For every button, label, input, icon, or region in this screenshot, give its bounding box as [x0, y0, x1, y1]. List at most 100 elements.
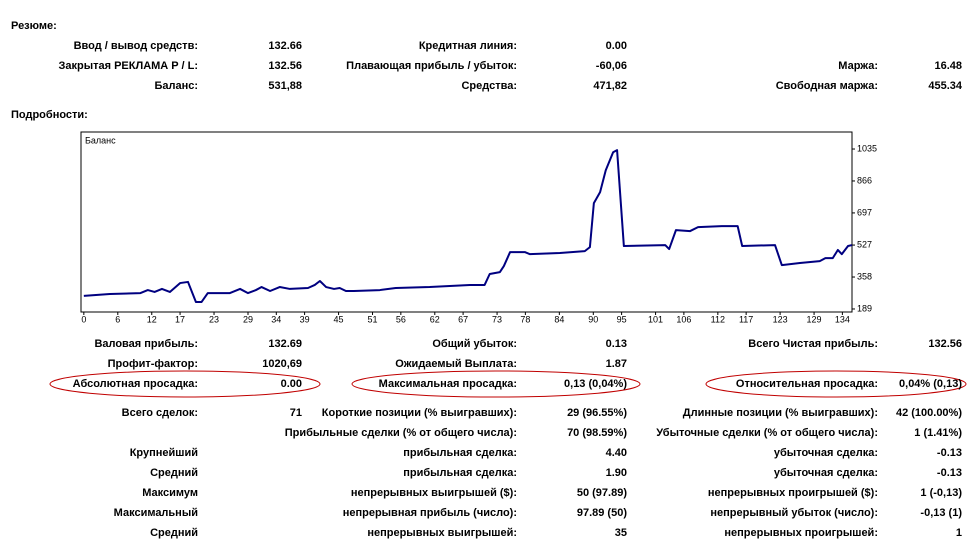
x-tick-label: 90 — [588, 314, 598, 324]
field-label: Плавающая прибыль / убыток: — [346, 60, 517, 72]
field-value: 132.56 — [928, 338, 962, 350]
field-label: Средний — [150, 467, 198, 479]
x-tick-label: 29 — [243, 314, 253, 324]
y-tick-label: 697 — [857, 207, 872, 217]
field-label: Относительная просадка: — [736, 378, 878, 390]
field-label: непрерывный убыток (число): — [710, 507, 878, 519]
field-value: 42 (100.00%) — [896, 407, 962, 419]
x-tick-label: 12 — [147, 314, 157, 324]
field-value: 132.66 — [268, 40, 302, 52]
field-value: 1 (-0,13) — [920, 487, 962, 499]
field-label: Максимальная просадка: — [379, 378, 517, 390]
x-tick-label: 123 — [773, 314, 788, 324]
field-label: непрерывная прибыль (число): — [343, 507, 517, 519]
field-value: 4.40 — [606, 447, 627, 459]
x-tick-label: 112 — [711, 314, 725, 324]
balance-line — [83, 149, 853, 303]
x-tick-label: 67 — [458, 314, 468, 324]
field-value: 0.00 — [281, 378, 302, 390]
field-value: 50 (97.89) — [577, 487, 627, 499]
field-label: Короткие позиции (% выигравших): — [322, 407, 517, 419]
field-label: Абсолютная просадка: — [73, 378, 198, 390]
field-label: Кредитная линия: — [419, 40, 517, 52]
field-value: 455.34 — [928, 80, 963, 92]
x-tick-label: 34 — [271, 314, 281, 324]
field-value: 35 — [615, 527, 627, 539]
field-label: Маржа: — [838, 60, 878, 72]
field-value: 1020,69 — [262, 358, 302, 370]
field-value: -0,13 (1) — [920, 507, 962, 519]
highlight — [705, 370, 967, 398]
x-tick-label: 39 — [300, 314, 310, 324]
field-label: Ожидаемый Выплата: — [395, 358, 517, 370]
field-value: 0.00 — [606, 40, 627, 52]
x-tick-label: 6 — [115, 314, 120, 324]
x-tick-label: 73 — [492, 314, 502, 324]
field-label: Прибыльные сделки (% от общего числа): — [285, 427, 517, 439]
x-tick-label: 95 — [617, 314, 627, 324]
field-label: убыточная сделка: — [774, 467, 878, 479]
field-label: прибыльная сделка: — [403, 467, 517, 479]
chart-title: Баланс — [85, 135, 116, 145]
field-label: Ввод / вывод средств: — [74, 40, 198, 52]
y-tick-label: 1035 — [857, 143, 877, 153]
field-label: Профит-фактор: — [108, 358, 198, 370]
field-value: 29 (96.55%) — [567, 407, 627, 419]
field-label: Всего сделок: — [122, 407, 198, 419]
field-label: Закрытая РЕКЛАМА P / L: — [58, 60, 198, 72]
field-value: 0,04% (0,13) — [899, 378, 962, 390]
field-label: убыточная сделка: — [774, 447, 878, 459]
field-label: непрерывных выигрышей ($): — [351, 487, 517, 499]
field-label: непрерывных выигрышей: — [367, 527, 517, 539]
field-label: Крупнейший — [130, 447, 198, 459]
field-value: 16.48 — [934, 60, 962, 72]
x-tick-label: 129 — [807, 314, 822, 324]
field-label: непрерывных проигрышей ($): — [708, 487, 878, 499]
field-value: 132.56 — [268, 60, 302, 72]
field-label: Баланс: — [154, 80, 198, 92]
x-tick-label: 56 — [396, 314, 406, 324]
field-label: непрерывных проигрышей: — [724, 527, 878, 539]
x-tick-label: 62 — [430, 314, 440, 324]
field-value: 70 (98.59%) — [567, 427, 627, 439]
x-tick-label: 78 — [520, 314, 530, 324]
field-label: прибыльная сделка: — [403, 447, 517, 459]
field-label: Длинные позиции (% выигравших): — [683, 407, 878, 419]
field-label: Убыточные сделки (% от общего числа): — [656, 427, 878, 439]
y-tick-label: 189 — [857, 303, 872, 313]
field-value: 0.13 — [606, 338, 627, 350]
y-tick-label: 527 — [857, 239, 872, 249]
x-tick-label: 51 — [368, 314, 378, 324]
highlight — [351, 370, 641, 398]
field-label: Свободная маржа: — [776, 80, 878, 92]
y-tick-label: 358 — [857, 271, 872, 281]
x-tick-label: 84 — [554, 314, 564, 324]
x-tick-label: 134 — [835, 314, 850, 324]
field-value: -0.13 — [937, 447, 962, 459]
field-value: 531,88 — [268, 80, 302, 92]
field-label: Средний — [150, 527, 198, 539]
x-tick-label: 101 — [648, 314, 663, 324]
x-tick-label: 23 — [209, 314, 219, 324]
field-value: 0,13 (0,04%) — [564, 378, 627, 390]
highlight — [49, 370, 321, 398]
field-value: -0.13 — [937, 467, 962, 479]
field-label: Максимум — [142, 487, 198, 499]
field-label: Средства: — [461, 80, 517, 92]
field-label: Максимальный — [114, 507, 198, 519]
x-tick-label: 117 — [739, 314, 753, 324]
y-tick-label: 866 — [857, 175, 872, 185]
section-title: Резюме: — [11, 20, 57, 32]
field-label: Всего Чистая прибыль: — [748, 338, 878, 350]
field-value: 1.87 — [606, 358, 627, 370]
field-value: 71 — [290, 407, 302, 419]
field-value: -60,06 — [596, 60, 627, 72]
field-value: 97.89 (50) — [577, 507, 627, 519]
x-tick-label: 0 — [81, 314, 86, 324]
x-tick-label: 106 — [676, 314, 691, 324]
field-label: Валовая прибыль: — [94, 338, 198, 350]
section-title: Подробности: — [11, 109, 88, 121]
field-label: Общий убыток: — [432, 338, 517, 350]
